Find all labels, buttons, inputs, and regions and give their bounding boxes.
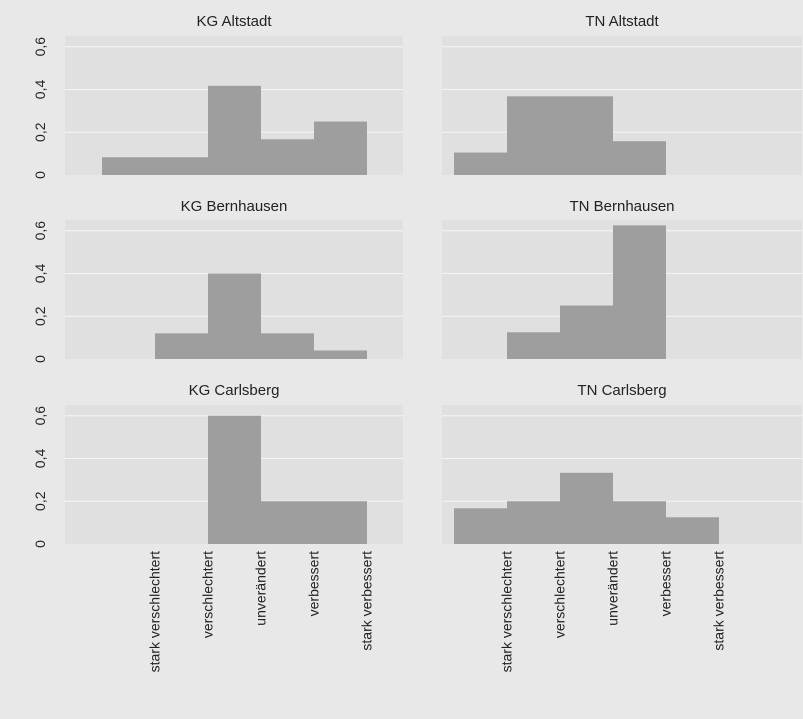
y-tick-label: 0 [32,540,48,548]
panel-title: KG Bernhausen [181,198,288,215]
y-tick-label: 0,4 [32,449,48,469]
bar [507,96,560,175]
x-tick-label: verbessert [306,551,322,616]
bar [613,225,666,359]
y-tick-label: 0,4 [32,264,48,284]
panel-title: KG Altstadt [196,13,272,30]
bar [261,501,314,544]
y-tick-label: 0,6 [32,221,48,241]
bar [454,508,507,544]
bar [666,517,719,544]
x-tick-label: stark verschlechtert [147,551,163,672]
x-tick-label: stark verbessert [359,551,375,651]
x-tick-label: stark verbessert [711,551,727,651]
x-tick-label: unverändert [605,551,621,626]
y-tick-label: 0,6 [32,406,48,426]
y-tick-label: 0 [32,355,48,363]
bar [613,141,666,175]
y-tick-label: 0,2 [32,491,48,511]
bar [155,333,208,359]
bar [314,121,367,175]
y-tick-label: 0,2 [32,122,48,142]
bar [261,333,314,359]
bar [507,501,560,544]
bar [454,152,507,175]
x-tick-label: unverändert [253,551,269,626]
x-tick-label: verschlechtert [200,551,216,638]
bar [208,85,261,175]
panel-title: TN Altstadt [585,13,659,30]
y-tick-label: 0 [32,171,48,179]
bar [102,157,155,175]
bar [208,273,261,359]
panel-title: KG Carlsberg [189,382,280,399]
y-tick-label: 0,6 [32,37,48,57]
bar [560,96,613,175]
y-tick-label: 0,4 [32,80,48,100]
panel-title: TN Bernhausen [569,198,674,215]
bar [560,472,613,544]
bar [507,332,560,359]
panel-title: TN Carlsberg [577,382,666,399]
x-tick-label: stark verschlechtert [499,551,515,672]
x-tick-label: verbessert [658,551,674,616]
bar [155,157,208,175]
bar [560,305,613,359]
bar [314,350,367,359]
bar [208,415,261,544]
y-tick-label: 0,2 [32,306,48,326]
bar [261,139,314,175]
bar [613,501,666,544]
bar [314,501,367,544]
x-tick-label: verschlechtert [552,551,568,638]
